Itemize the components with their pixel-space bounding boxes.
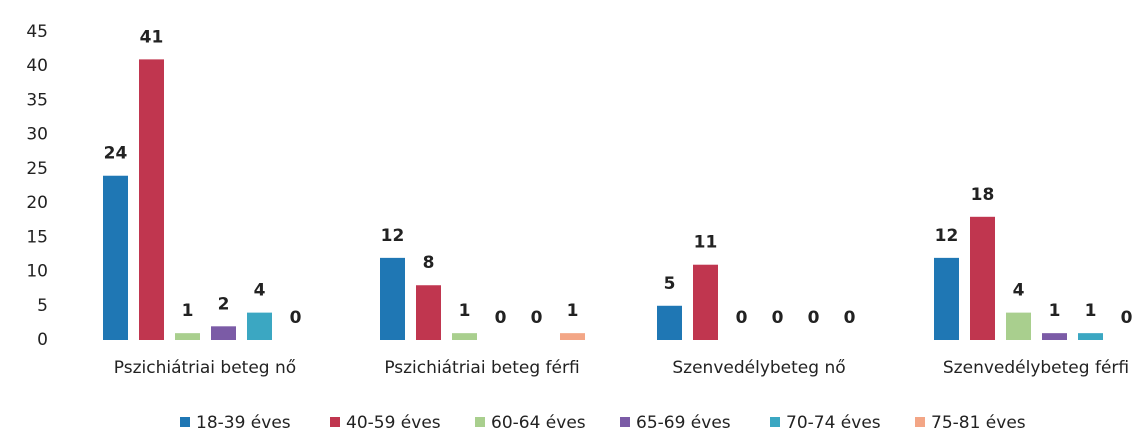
value-label: 12 — [935, 226, 959, 246]
bar — [693, 264, 718, 340]
bar — [247, 312, 272, 340]
bar — [416, 285, 441, 340]
bar — [103, 175, 128, 340]
x-tick-label: Pszichiátriai beteg férfi — [384, 358, 579, 378]
value-label: 1 — [182, 301, 194, 321]
value-label: 1 — [1085, 301, 1097, 321]
x-tick-label: Szenvedélybeteg nő — [672, 358, 845, 378]
value-label: 8 — [423, 253, 435, 273]
value-label: 0 — [736, 308, 748, 328]
legend-label: 65-69 éves — [636, 413, 731, 433]
legend-swatch — [330, 417, 340, 427]
value-label: 0 — [772, 308, 784, 328]
legend-swatch — [180, 417, 190, 427]
value-label: 5 — [664, 274, 676, 294]
y-tick-label: 5 — [37, 296, 48, 316]
legend-label: 18-39 éves — [196, 413, 291, 433]
bar — [970, 216, 995, 340]
value-label: 4 — [1013, 281, 1025, 301]
y-tick-label: 45 — [26, 22, 48, 42]
y-tick-label: 0 — [37, 330, 48, 350]
value-label: 2 — [218, 294, 230, 314]
value-label: 12 — [381, 226, 405, 246]
value-label: 0 — [531, 308, 543, 328]
y-tick-label: 10 — [26, 262, 48, 282]
value-label: 0 — [495, 308, 507, 328]
x-tick-label: Szenvedélybeteg férfi — [943, 358, 1129, 378]
bar — [452, 333, 477, 340]
x-tick-label: Pszichiátriai beteg nő — [114, 358, 296, 378]
y-tick-label: 35 — [26, 90, 48, 110]
bar — [1078, 333, 1103, 340]
legend-swatch — [915, 417, 925, 427]
value-label: 1 — [567, 301, 579, 321]
y-tick-label: 20 — [26, 193, 48, 213]
legend-swatch — [620, 417, 630, 427]
bar — [657, 305, 682, 340]
value-label: 1 — [1049, 301, 1061, 321]
value-label: 18 — [971, 185, 995, 205]
bar — [1042, 333, 1067, 340]
bar — [211, 326, 236, 340]
legend-label: 60-64 éves — [491, 413, 586, 433]
value-label: 4 — [254, 281, 266, 301]
value-label: 1 — [459, 301, 471, 321]
legend-label: 75-81 éves — [931, 413, 1026, 433]
y-tick-label: 25 — [26, 159, 48, 179]
value-label: 0 — [290, 308, 302, 328]
y-tick-label: 30 — [26, 125, 48, 145]
value-label: 41 — [140, 27, 164, 47]
bar — [934, 257, 959, 340]
value-label: 0 — [1121, 308, 1133, 328]
bar — [560, 333, 585, 340]
legend-label: 40-59 éves — [346, 413, 441, 433]
legend-swatch — [770, 417, 780, 427]
y-tick-label: 15 — [26, 227, 48, 247]
legend-label: 70-74 éves — [786, 413, 881, 433]
bar — [139, 59, 164, 340]
value-label: 0 — [808, 308, 820, 328]
value-label: 0 — [844, 308, 856, 328]
bar — [380, 257, 405, 340]
bar — [175, 333, 200, 340]
legend-swatch — [475, 417, 485, 427]
value-label: 24 — [104, 144, 128, 164]
bar — [1006, 312, 1031, 340]
y-tick-label: 40 — [26, 56, 48, 76]
value-label: 11 — [694, 233, 718, 253]
